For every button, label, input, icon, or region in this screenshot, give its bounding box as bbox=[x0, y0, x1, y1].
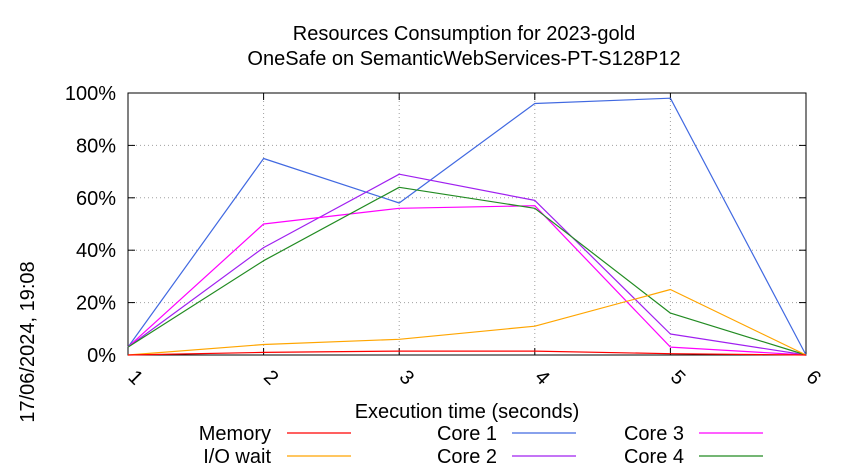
x-axis: 1 2 3 4 5 6 bbox=[124, 93, 825, 389]
series-line-core-4 bbox=[127, 186, 807, 356]
legend-label: Core 3 bbox=[624, 423, 684, 445]
y-axis: 0% 20% 40% 60% 80% 100% bbox=[65, 83, 806, 367]
timestamp-label: 17/06/2024, 19:08 bbox=[17, 261, 39, 422]
series-line-core-2 bbox=[127, 173, 807, 356]
y-tick-label: 60% bbox=[76, 188, 116, 210]
legend-label: Core 2 bbox=[437, 446, 497, 468]
plot-frame bbox=[127, 92, 807, 356]
series-line-core-3 bbox=[127, 205, 807, 356]
x-tick-label: 4 bbox=[530, 366, 553, 389]
chart-subtitle: OneSafe on SemanticWebServices-PT-S128P1… bbox=[247, 48, 680, 70]
legend-label: Core 4 bbox=[624, 446, 684, 468]
x-tick-label: 5 bbox=[666, 366, 689, 389]
legend-label: Memory bbox=[199, 423, 271, 445]
grid-lines bbox=[127, 92, 807, 356]
x-tick-label: 6 bbox=[802, 366, 825, 389]
legend-item: Memory bbox=[199, 423, 351, 445]
legend-label: I/O wait bbox=[203, 446, 271, 468]
legend-label: Core 1 bbox=[437, 423, 497, 445]
x-tick-label: 3 bbox=[395, 366, 418, 389]
y-tick-label: 0% bbox=[87, 345, 116, 367]
legend-item: I/O wait bbox=[203, 446, 351, 468]
y-tick-label: 20% bbox=[76, 293, 116, 315]
x-tick-label: 1 bbox=[124, 366, 147, 389]
x-tick-label: 2 bbox=[259, 366, 282, 389]
legend-item: Core 3 bbox=[624, 423, 763, 445]
y-tick-label: 40% bbox=[76, 240, 116, 262]
x-axis-label: Execution time (seconds) bbox=[355, 401, 580, 423]
series-line-i-o-wait bbox=[127, 288, 807, 356]
legend-item: Core 1 bbox=[437, 423, 576, 445]
y-tick-label: 100% bbox=[65, 83, 116, 105]
chart-title: Resources Consumption for 2023-gold bbox=[293, 23, 635, 45]
legend-item: Core 2 bbox=[437, 446, 576, 468]
legend-item: Core 4 bbox=[624, 446, 763, 468]
series-line-core-1 bbox=[127, 97, 807, 356]
series-line-memory bbox=[127, 350, 807, 356]
series-lines bbox=[127, 97, 807, 356]
y-tick-label: 80% bbox=[76, 135, 116, 157]
